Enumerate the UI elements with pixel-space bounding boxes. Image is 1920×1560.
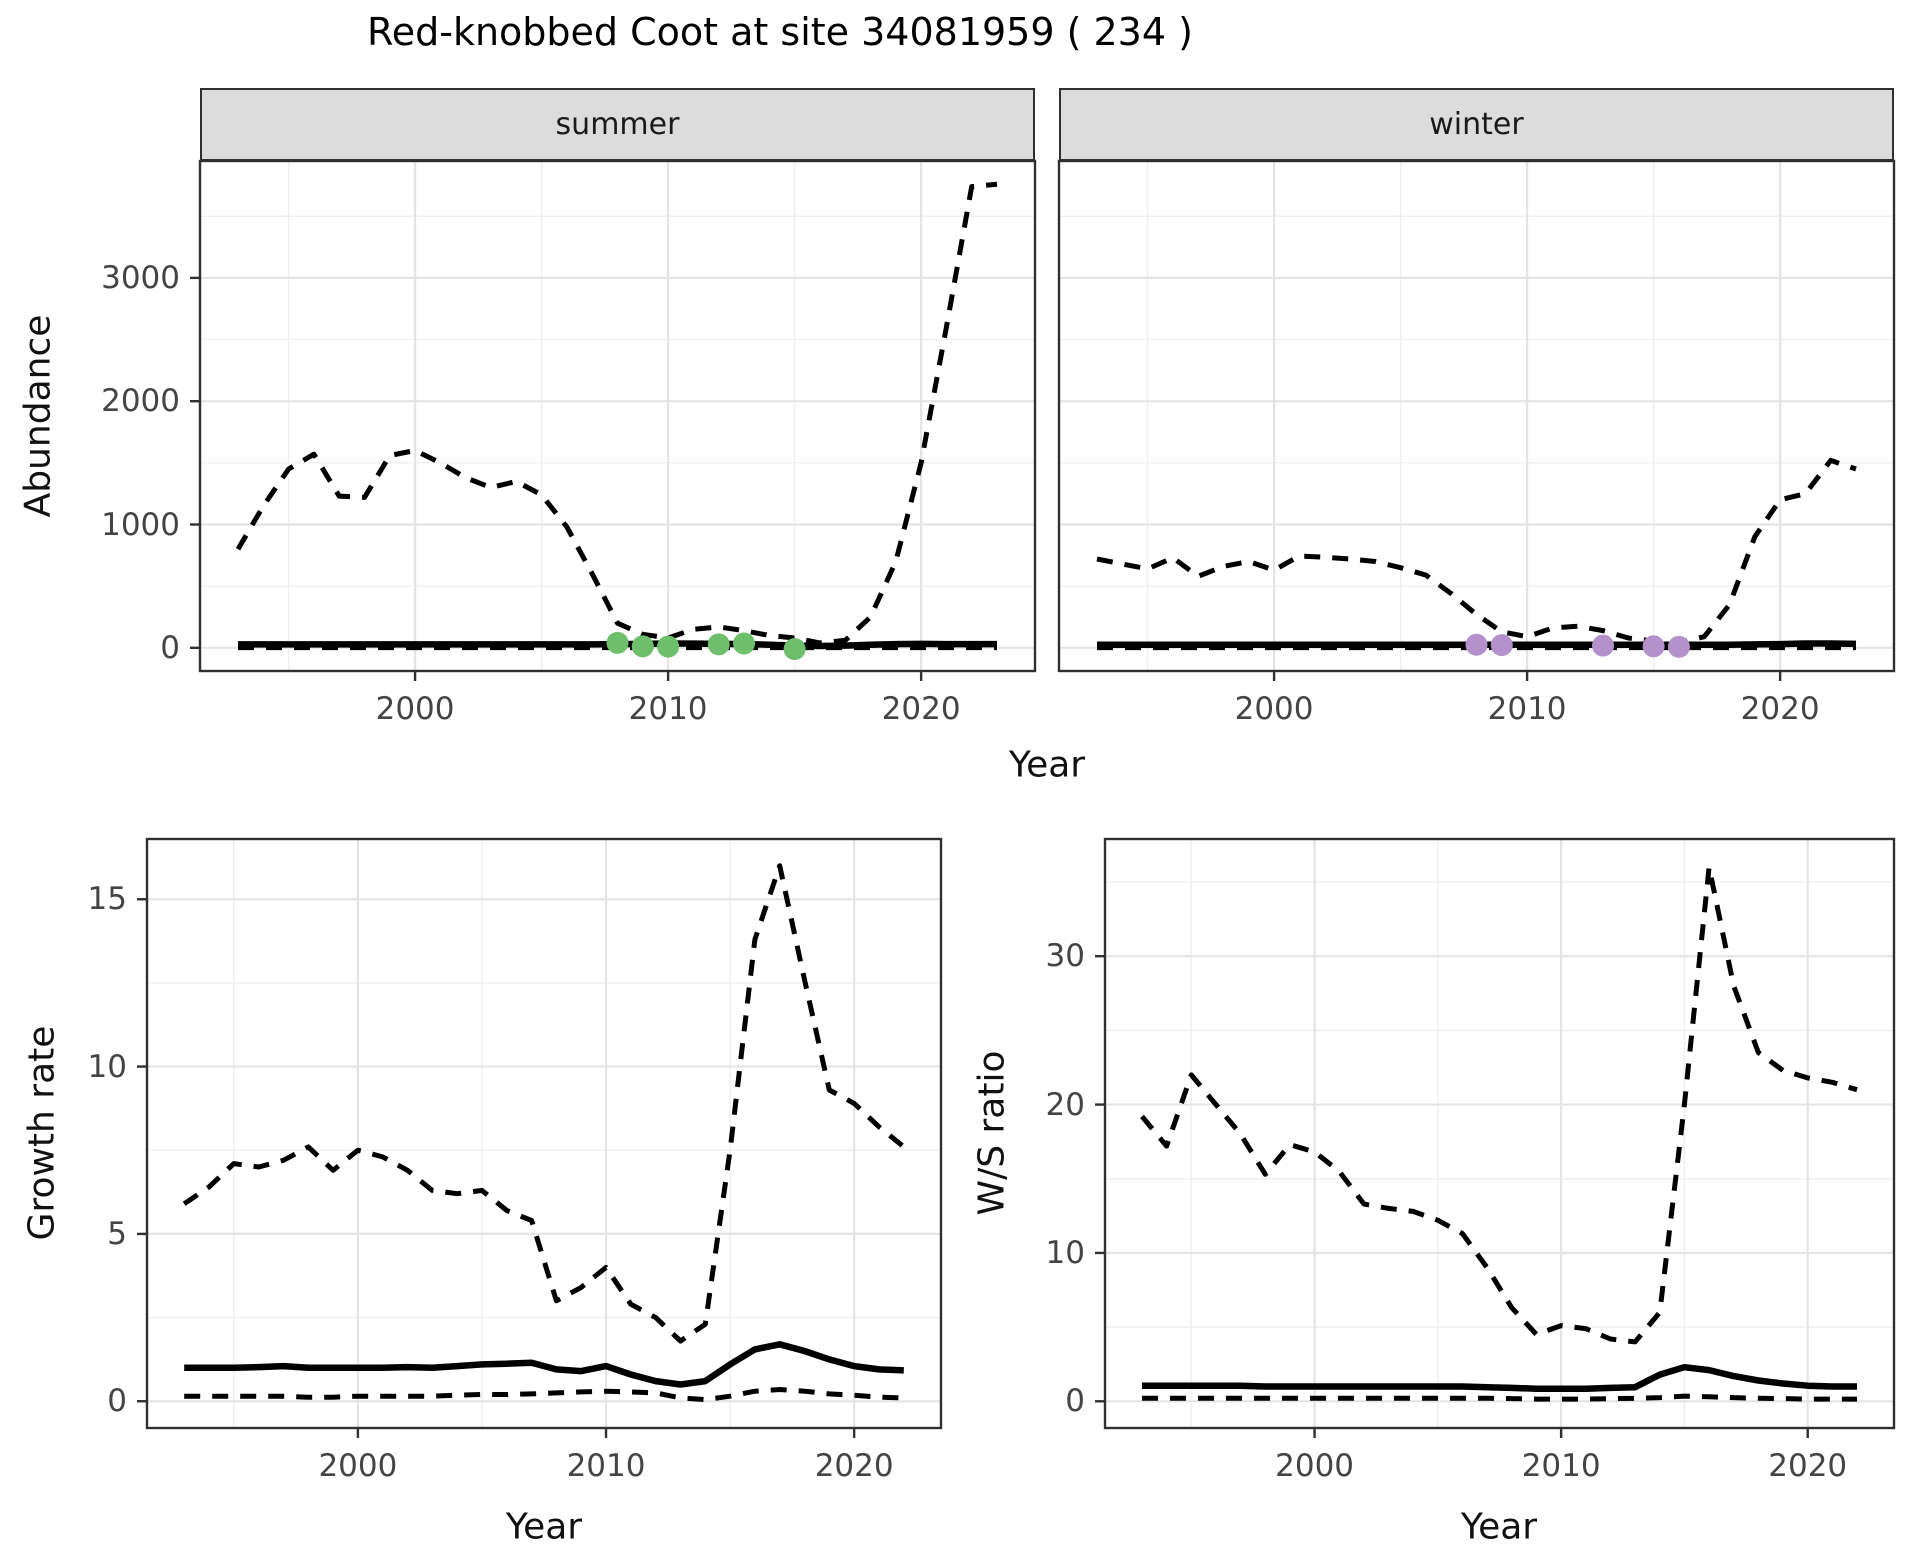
series-lower_ci (184, 1387, 904, 1403)
x-tick-label: 2000 (1234, 691, 1314, 727)
count-years-point (1642, 635, 1665, 658)
panel-ws-ratio (1095, 837, 1896, 1438)
y-tick-label: 1000 (101, 506, 180, 543)
x-tick-label: 2020 (814, 1448, 894, 1484)
y-tick-label: 3000 (101, 259, 180, 296)
abundance-winter-plot (1057, 159, 1896, 681)
series-upper_ci (1140, 864, 1858, 1345)
panel-border (1103, 837, 1896, 1430)
abundance-summer-plot (190, 159, 1037, 681)
facet-strip-summer: summer (200, 88, 1035, 161)
facet-strip-summer-label: summer (555, 107, 680, 142)
count-years-point (707, 633, 730, 656)
series-upper_ci (235, 181, 998, 646)
x-tick-label: 2000 (375, 691, 455, 727)
panel-abundance-summer (190, 159, 1037, 681)
series-median (1142, 1363, 1857, 1392)
count-years-point (1667, 635, 1690, 658)
panel-border (145, 837, 943, 1430)
y-tick-label: 10 (87, 1048, 127, 1085)
y-tick-label: 0 (1065, 1383, 1085, 1420)
x-tick-label: 2020 (1768, 1448, 1848, 1484)
facet-strip-winter-label: winter (1429, 107, 1524, 142)
y-tick-label: 0 (160, 629, 180, 666)
count-years-point (783, 638, 806, 661)
x-axis-title-growth-rate: Year (505, 1506, 583, 1548)
x-tick-label: 2000 (1275, 1448, 1355, 1484)
panel-growth-rate (137, 837, 943, 1438)
y-tick-label: 0 (107, 1383, 127, 1420)
x-axis-title-top: Year (1008, 744, 1086, 786)
x-tick-label: 2010 (1487, 691, 1567, 727)
panel-border (1057, 159, 1896, 673)
x-tick-label: 2010 (1521, 1448, 1601, 1484)
count-years-point (631, 635, 654, 658)
x-tick-label: 2010 (628, 691, 708, 727)
panel-abundance-winter (1057, 159, 1896, 681)
count-years-point (657, 635, 680, 658)
y-tick-label: 2000 (101, 383, 180, 420)
series-lower_ci (1142, 1393, 1857, 1402)
y-tick-label: 15 (87, 881, 127, 918)
panel-border (198, 159, 1037, 673)
y-tick-label: 20 (1045, 1086, 1085, 1123)
series-median (184, 1341, 904, 1388)
count-years-point (1592, 634, 1615, 657)
y-axis-title-ws-ratio: W/S ratio (971, 1050, 1013, 1216)
count-years-point (1465, 633, 1488, 656)
facet-strip-winter: winter (1059, 88, 1894, 161)
x-axis-title-ws-ratio: Year (1460, 1506, 1538, 1548)
count-years-point (733, 632, 756, 655)
ws-ratio-plot (1095, 837, 1896, 1438)
series-upper_ci (1096, 457, 1857, 646)
plot-title: Red-knobbed Coot at site 34081959 ( 234 … (367, 10, 1193, 54)
x-tick-label: 2020 (881, 691, 961, 727)
series-upper_ci (182, 863, 906, 1344)
x-tick-label: 2000 (318, 1448, 398, 1484)
count-years-point (1490, 634, 1513, 657)
y-tick-label: 5 (107, 1215, 127, 1252)
count-years-point (606, 631, 629, 654)
y-tick-label: 30 (1045, 938, 1085, 975)
x-tick-label: 2010 (566, 1448, 646, 1484)
growth-rate-plot (137, 837, 943, 1438)
y-tick-label: 10 (1045, 1234, 1085, 1271)
x-tick-label: 2020 (1740, 691, 1820, 727)
